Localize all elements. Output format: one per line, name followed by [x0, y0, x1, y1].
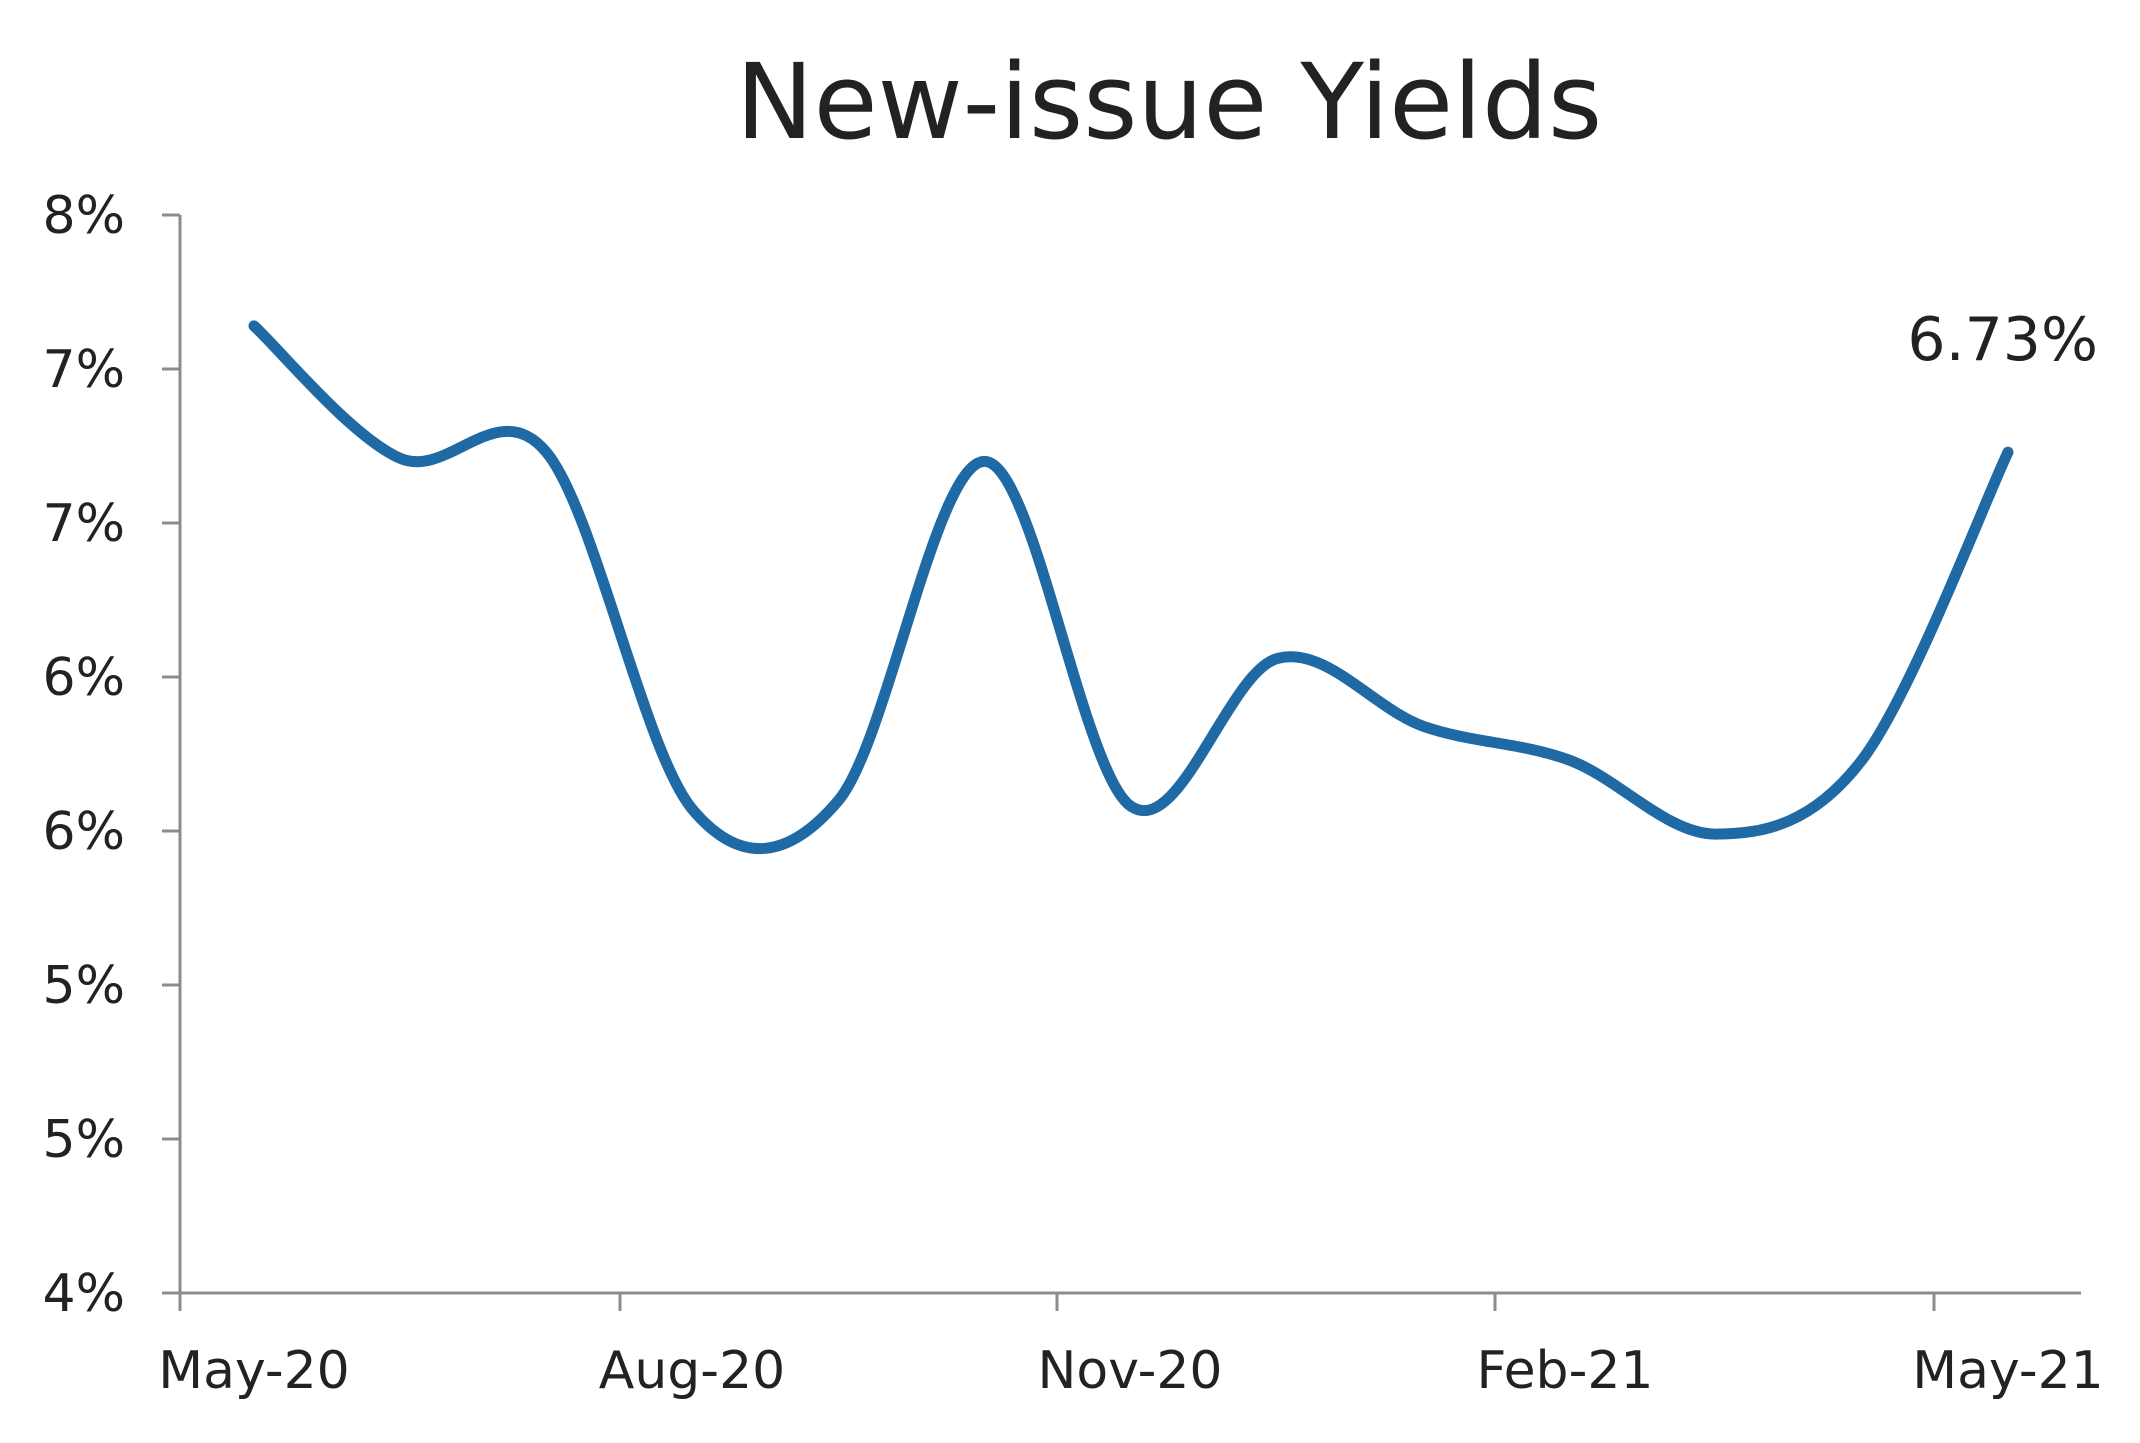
data-label-last-value: 6.73%: [1907, 305, 2098, 375]
chart-title: New-issue Yields: [736, 41, 1602, 163]
y-tick-label: 8%: [43, 186, 126, 246]
x-tick-label: Nov-20: [1037, 1341, 1222, 1401]
series-group: [248, 320, 2014, 855]
y-tick-label: 6%: [43, 648, 126, 708]
y-axis-ticks: 8% 7% 7% 6% 6% 5% 5% 4%: [43, 186, 180, 1324]
y-tick-label: 7%: [43, 494, 126, 554]
x-axis-ticks: May-20 Aug-20 Nov-20 Feb-21 May-21: [158, 1293, 2104, 1401]
y-tick-label: 7%: [43, 340, 126, 400]
y-tick-label: 5%: [43, 956, 126, 1016]
x-tick-label: May-20: [158, 1341, 350, 1401]
y-tick-label: 6%: [43, 802, 126, 862]
x-tick-label: Feb-21: [1477, 1341, 1654, 1401]
y-tick-label: 5%: [43, 1110, 126, 1170]
series-line-0: [248, 320, 2014, 855]
x-tick-label: Aug-20: [599, 1341, 785, 1401]
annotations-group: 6.73%: [1907, 305, 2098, 375]
y-tick-label: 4%: [43, 1264, 126, 1324]
x-tick-label: May-21: [1912, 1341, 2104, 1401]
